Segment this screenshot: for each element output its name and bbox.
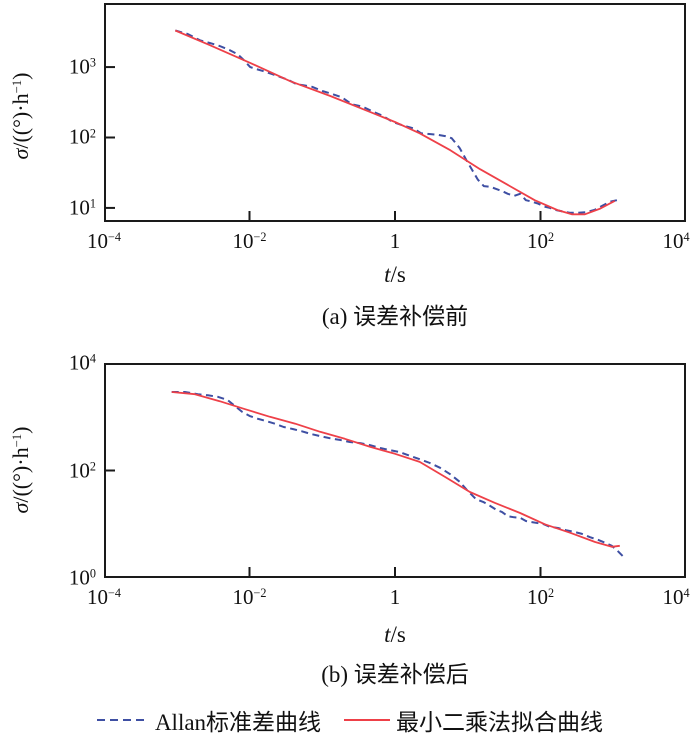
x-tick-label: 104 [662, 229, 690, 253]
plot-area-a [104, 3, 686, 222]
x-tick-label: 10−4 [87, 229, 121, 253]
y-tick-label: 101 [68, 195, 96, 220]
x-tick-label: 1 [389, 585, 401, 609]
y-tick-label: 102 [68, 124, 96, 149]
allan-curve [171, 391, 624, 557]
x-tick-label: 1 [389, 229, 401, 253]
x-tick-label: 104 [662, 585, 690, 609]
y-tick-label: 104 [68, 350, 96, 375]
solid-line-sample [344, 719, 391, 721]
allan-curve [175, 29, 618, 214]
subplot-caption: (a) 误差补偿前 [321, 304, 469, 329]
legend: Allan标准差曲线 最小二乘法拟合曲线 [0, 703, 700, 737]
x-tick-label: 10−2 [232, 229, 267, 253]
x-tick-label: 102 [526, 585, 555, 609]
legend-label-fit: 最小二乘法拟合曲线 [396, 710, 604, 735]
dashed-line-sample [96, 719, 149, 721]
x-axis-label: t/s [384, 622, 406, 647]
legend-item-fit: 最小二乘法拟合曲线 [344, 703, 603, 737]
legend-item-allan: Allan标准差曲线 [96, 703, 322, 737]
fit-curve [171, 391, 620, 548]
x-tick-label: 10−4 [87, 585, 121, 609]
y-tick-label: 103 [68, 54, 96, 79]
y-axis-label: σ/((°)·h−1) [8, 72, 33, 160]
y-tick-label: 102 [68, 458, 96, 482]
plot-frame [104, 3, 686, 222]
fit-curve [174, 29, 616, 216]
plot-frame [104, 363, 686, 578]
y-tick-label: 100 [68, 565, 96, 590]
plot-area-b [104, 363, 686, 578]
x-tick-label: 102 [526, 229, 555, 253]
y-axis-label: σ/((°)·h−1) [8, 426, 33, 514]
x-tick-label: 10−2 [232, 585, 267, 609]
legend-label-allan: Allan标准差曲线 [154, 710, 322, 735]
subplot-caption: (b) 误差补偿后 [321, 662, 469, 687]
x-axis-label: t/s [384, 262, 406, 287]
